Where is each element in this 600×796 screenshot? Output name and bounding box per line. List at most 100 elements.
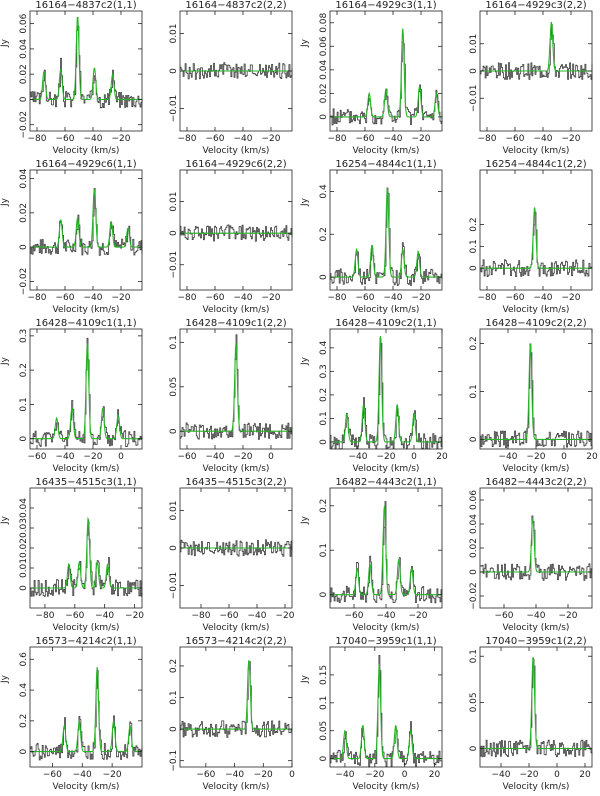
- x-tick-label: −20: [125, 611, 144, 621]
- observed-spectrum: [480, 211, 593, 277]
- y-tick-label: 0: [319, 274, 329, 280]
- x-axis-label: Velocity (km/s): [353, 146, 420, 156]
- spectrum-chart: 16435−4515c3(2,2) −80 −60 −40 −20 −0.01 0 0.01 V…: [169, 477, 295, 633]
- y-tick-label: 0: [19, 244, 29, 250]
- x-tick-label: −80: [28, 293, 47, 303]
- y-tick-label: 0.2: [469, 336, 479, 350]
- y-tick-label: 0: [169, 68, 179, 74]
- y-tick-label: 0.1: [169, 335, 179, 349]
- fit-line: [480, 21, 592, 72]
- x-axis-label: Velocity (km/s): [53, 305, 120, 315]
- y-tick-label: 0.01: [19, 558, 29, 578]
- spectrum-chart: 16164−4929c3(1,1) −80 −60 −40 −20 0 0.02 0.04 0.…: [300, 0, 443, 156]
- x-axis-label: Velocity (km/s): [353, 623, 420, 633]
- x-tick-label: −40: [499, 452, 518, 462]
- observed-spectrum: [180, 539, 293, 557]
- spectrum-panel: 16482−4443c2(1,1) −60 −40 −20 0 0.1 0.2 Velocit…: [300, 477, 450, 636]
- plot-frame: [329, 328, 443, 450]
- x-tick-label: −60: [356, 134, 375, 144]
- y-tick-label: −0.02: [19, 268, 29, 296]
- x-tick-label: −40: [234, 293, 253, 303]
- y-tick-label: 0.02: [19, 203, 29, 223]
- spectrum-panel: 16428−4109c2(2,2) −40 −20 0 20 0 0.1 0.2 Velocit…: [450, 318, 600, 477]
- x-axis-label: Velocity (km/s): [203, 146, 270, 156]
- x-tick-label: −80: [178, 134, 197, 144]
- x-tick-label: −60: [356, 293, 375, 303]
- x-axis-label: Velocity (km/s): [503, 623, 570, 633]
- y-tick-label: 0.04: [469, 514, 479, 534]
- y-tick-label: 0.1: [19, 397, 29, 411]
- y-axis-label: Jy: [0, 356, 10, 366]
- y-tick-label: −0.02: [469, 582, 479, 610]
- plot-frame: [479, 328, 593, 450]
- plot-frame: [29, 328, 143, 450]
- spectrum-chart: 16164−4837c2(2,2) −80 −60 −40 −20 −0.01 0 0.01 V…: [169, 0, 293, 156]
- y-tick-label: −0.01: [169, 95, 179, 123]
- y-tick-label: 0.04: [19, 168, 29, 188]
- spectrum-chart: 16254−4844c1(1,1) −80 −60 −40 −20 0 0.2 0.4 Velo…: [300, 159, 443, 315]
- y-tick-label: 0.4: [319, 184, 329, 199]
- observed-spectrum: [30, 670, 143, 761]
- fit-line: [330, 187, 442, 278]
- x-tick-label: −60: [196, 770, 215, 780]
- y-tick-label: 0.1: [319, 543, 329, 557]
- plot-frame: [479, 169, 593, 291]
- panel-title: 16164−4929c6(1,1): [35, 159, 136, 170]
- x-tick-label: −40: [56, 452, 75, 462]
- spectrum-panel: 16254−4844c1(2,2) −80 −60 −40 −20 0 0.1 0.2 Velo…: [450, 159, 600, 318]
- y-axis-label: Jy: [0, 515, 10, 525]
- spectrum-panel: 16164−4929c6(1,1) −80 −60 −40 −20 −0.02 0 0.02 0…: [0, 159, 150, 318]
- panel-title: 16164−4929c3(2,2): [485, 0, 586, 11]
- y-tick-label: 0.01: [169, 500, 179, 520]
- x-tick-label: −40: [492, 770, 511, 780]
- spectrum-chart: 16482−4443c2(1,1) −60 −40 −20 0 0.1 0.2 Velocit…: [300, 477, 443, 633]
- spectrum-chart: 16254−4844c1(2,2) −80 −60 −40 −20 0 0.1 0.2 Velo…: [469, 159, 593, 315]
- observed-spectrum: [330, 655, 443, 768]
- y-axis-label: Jy: [300, 674, 310, 684]
- x-axis-label: Velocity (km/s): [503, 146, 570, 156]
- y-tick-label: 0.2: [469, 217, 479, 231]
- x-tick-label: 0: [411, 452, 417, 462]
- spectrum-chart: 16573−4214c2(1,1) −60 −40 −20 0 0.2 0.4 0.6 Velo…: [0, 636, 143, 792]
- plot-frame: [29, 487, 143, 609]
- fit-line: [330, 505, 442, 596]
- plot-frame: [179, 328, 293, 450]
- spectrum-chart: 16428−4109c2(2,2) −40 −20 0 20 0 0.1 0.2 Velocit…: [469, 318, 598, 474]
- x-tick-label: −80: [28, 134, 47, 144]
- x-tick-label: −80: [178, 293, 197, 303]
- panel-title: 16428−4109c1(1,1): [35, 318, 136, 329]
- panel-title: 16164−4929c6(2,2): [185, 159, 286, 170]
- y-tick-label: 0: [19, 585, 29, 591]
- panel-title: 16482−4443c2(2,2): [485, 477, 586, 488]
- x-axis-label: Velocity (km/s): [353, 464, 420, 474]
- x-axis-label: Velocity (km/s): [203, 782, 270, 792]
- panel-title: 16573−4214c2(2,2): [185, 636, 286, 647]
- spectrum-chart: 16164−4929c6(2,2) −80 −60 −40 −20 −0.01 0 0.01 V…: [169, 159, 293, 315]
- panel-title: 16164−4837c2(1,1): [35, 0, 136, 11]
- x-tick-label: −60: [56, 134, 75, 144]
- plot-frame: [329, 169, 443, 291]
- observed-spectrum: [180, 334, 293, 440]
- panel-title: 16435−4515c3(1,1): [35, 477, 136, 488]
- spectrum-panel: 16164−4929c6(2,2) −80 −60 −40 −20 −0.01 0 0.01 V…: [150, 159, 300, 318]
- y-tick-label: 0: [319, 114, 329, 120]
- x-tick-label: −20: [409, 611, 428, 621]
- x-tick-label: 0: [268, 452, 274, 462]
- x-axis-label: Velocity (km/s): [53, 623, 120, 633]
- x-tick-label: −40: [527, 611, 546, 621]
- spectrum-panel: 17040−3959c1(2,2) −40 −20 0 20 0 0.05 0.1 Veloci…: [450, 636, 600, 795]
- x-tick-label: −60: [206, 293, 225, 303]
- x-tick-label: −40: [349, 452, 368, 462]
- y-tick-label: 0.03: [19, 518, 29, 538]
- y-tick-label: −0.02: [19, 111, 29, 139]
- spectrum-panel: 16164−4929c3(1,1) −80 −60 −40 −20 0 0.02 0.04 0.…: [300, 0, 450, 159]
- y-tick-label: 0.01: [169, 192, 179, 212]
- x-tick-label: 0: [289, 770, 295, 780]
- fit-line: [330, 663, 442, 760]
- x-axis-label: Velocity (km/s): [203, 464, 270, 474]
- y-axis-label: Jy: [300, 38, 310, 48]
- y-tick-label: 0.2: [319, 227, 329, 241]
- x-tick-label: −80: [35, 611, 54, 621]
- plot-frame: [479, 487, 593, 609]
- y-tick-label: 0.05: [169, 377, 179, 397]
